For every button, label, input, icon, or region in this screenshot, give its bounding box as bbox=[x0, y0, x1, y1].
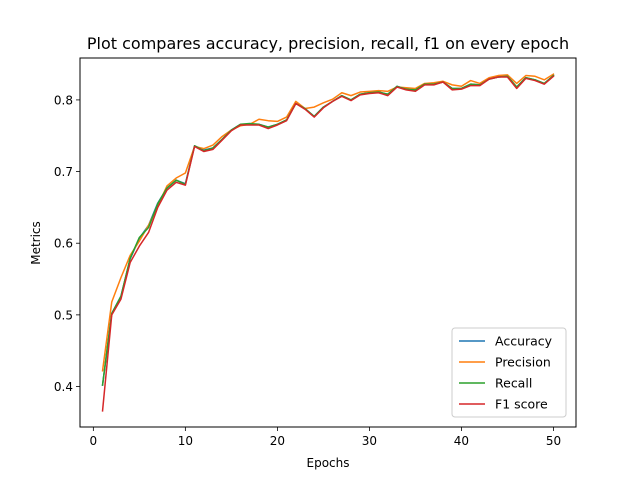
x-tick-label: 30 bbox=[362, 434, 377, 448]
y-tick-label: 0.6 bbox=[54, 237, 73, 251]
chart-title: Plot compares accuracy, precision, recal… bbox=[87, 34, 569, 53]
x-tick-label: 50 bbox=[546, 434, 561, 448]
y-axis-label: Metrics bbox=[29, 221, 43, 265]
series-line-precision bbox=[101, 73, 555, 372]
legend: Accuracy Precision Recall F1 score bbox=[451, 327, 567, 418]
legend-label: Accuracy bbox=[495, 334, 553, 349]
legend-label: Recall bbox=[495, 376, 532, 391]
x-tick-label: 20 bbox=[270, 434, 285, 448]
series-line-f1-score bbox=[101, 75, 555, 412]
y-tick-label: 0.4 bbox=[54, 380, 73, 394]
y-tick-label: 0.8 bbox=[54, 93, 73, 107]
plot-frame bbox=[79, 57, 577, 428]
x-tick-label: 10 bbox=[178, 434, 193, 448]
y-tick-label: 0.5 bbox=[54, 308, 73, 322]
series-layer bbox=[101, 73, 555, 412]
legend-box bbox=[451, 327, 567, 418]
x-axis-label: Epochs bbox=[307, 456, 350, 470]
x-tick-label: 0 bbox=[90, 434, 98, 448]
x-axis-ticks: 0 10 20 30 40 50 bbox=[90, 427, 561, 448]
legend-label: Precision bbox=[495, 355, 551, 370]
y-axis-ticks: 0.4 0.5 0.6 0.7 0.8 bbox=[54, 93, 80, 394]
x-tick-label: 40 bbox=[454, 434, 469, 448]
legend-label: F1 score bbox=[495, 397, 548, 412]
y-tick-label: 0.7 bbox=[54, 165, 73, 179]
